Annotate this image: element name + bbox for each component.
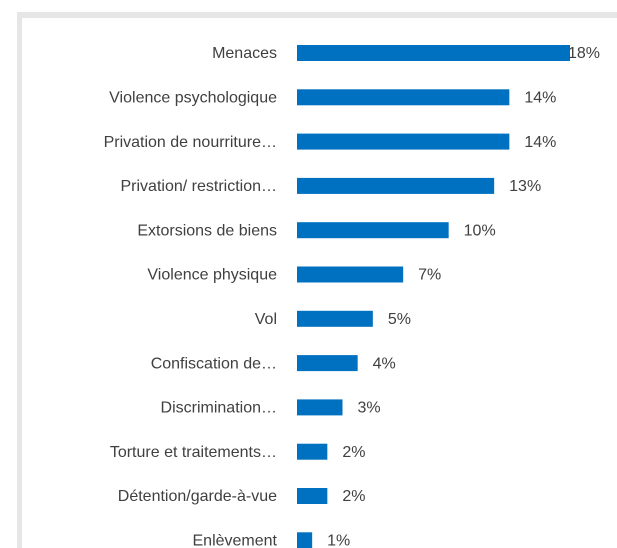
bar xyxy=(297,89,510,106)
category-label: Violence physique xyxy=(147,267,277,284)
bar xyxy=(297,133,510,150)
bar xyxy=(297,45,570,61)
category-label: Discrimination… xyxy=(161,400,277,417)
value-label: 2% xyxy=(342,488,365,505)
category-label: Confiscation de… xyxy=(151,355,277,372)
value-label: 2% xyxy=(342,444,365,461)
value-label: 3% xyxy=(358,400,381,417)
category-label: Privation de nourriture… xyxy=(104,134,277,151)
category-label: Enlèvement xyxy=(193,533,278,548)
value-label: 13% xyxy=(509,178,541,195)
value-label: 10% xyxy=(464,222,496,239)
bar xyxy=(297,266,404,283)
category-label: Menaces xyxy=(212,45,277,62)
bar xyxy=(297,532,313,548)
category-label: Torture et traitements… xyxy=(110,444,277,461)
bar xyxy=(297,399,343,416)
bar xyxy=(297,488,328,504)
category-label: Détention/garde-à-vue xyxy=(118,488,277,505)
value-label: 4% xyxy=(373,355,396,372)
category-label: Extorsions de biens xyxy=(137,222,277,239)
category-label: Violence psychologique xyxy=(109,90,277,107)
bar xyxy=(297,443,328,460)
category-label: Privation/ restriction… xyxy=(121,178,278,195)
value-label: 18% xyxy=(568,45,600,62)
category-label: Vol xyxy=(255,311,277,328)
bar xyxy=(297,222,449,239)
value-label: 14% xyxy=(524,90,556,107)
bar xyxy=(297,177,495,194)
value-label: 1% xyxy=(327,533,350,548)
bar xyxy=(297,310,373,327)
value-label: 7% xyxy=(418,267,441,284)
value-label: 14% xyxy=(524,134,556,151)
value-label: 5% xyxy=(388,311,411,328)
bar xyxy=(297,355,358,372)
